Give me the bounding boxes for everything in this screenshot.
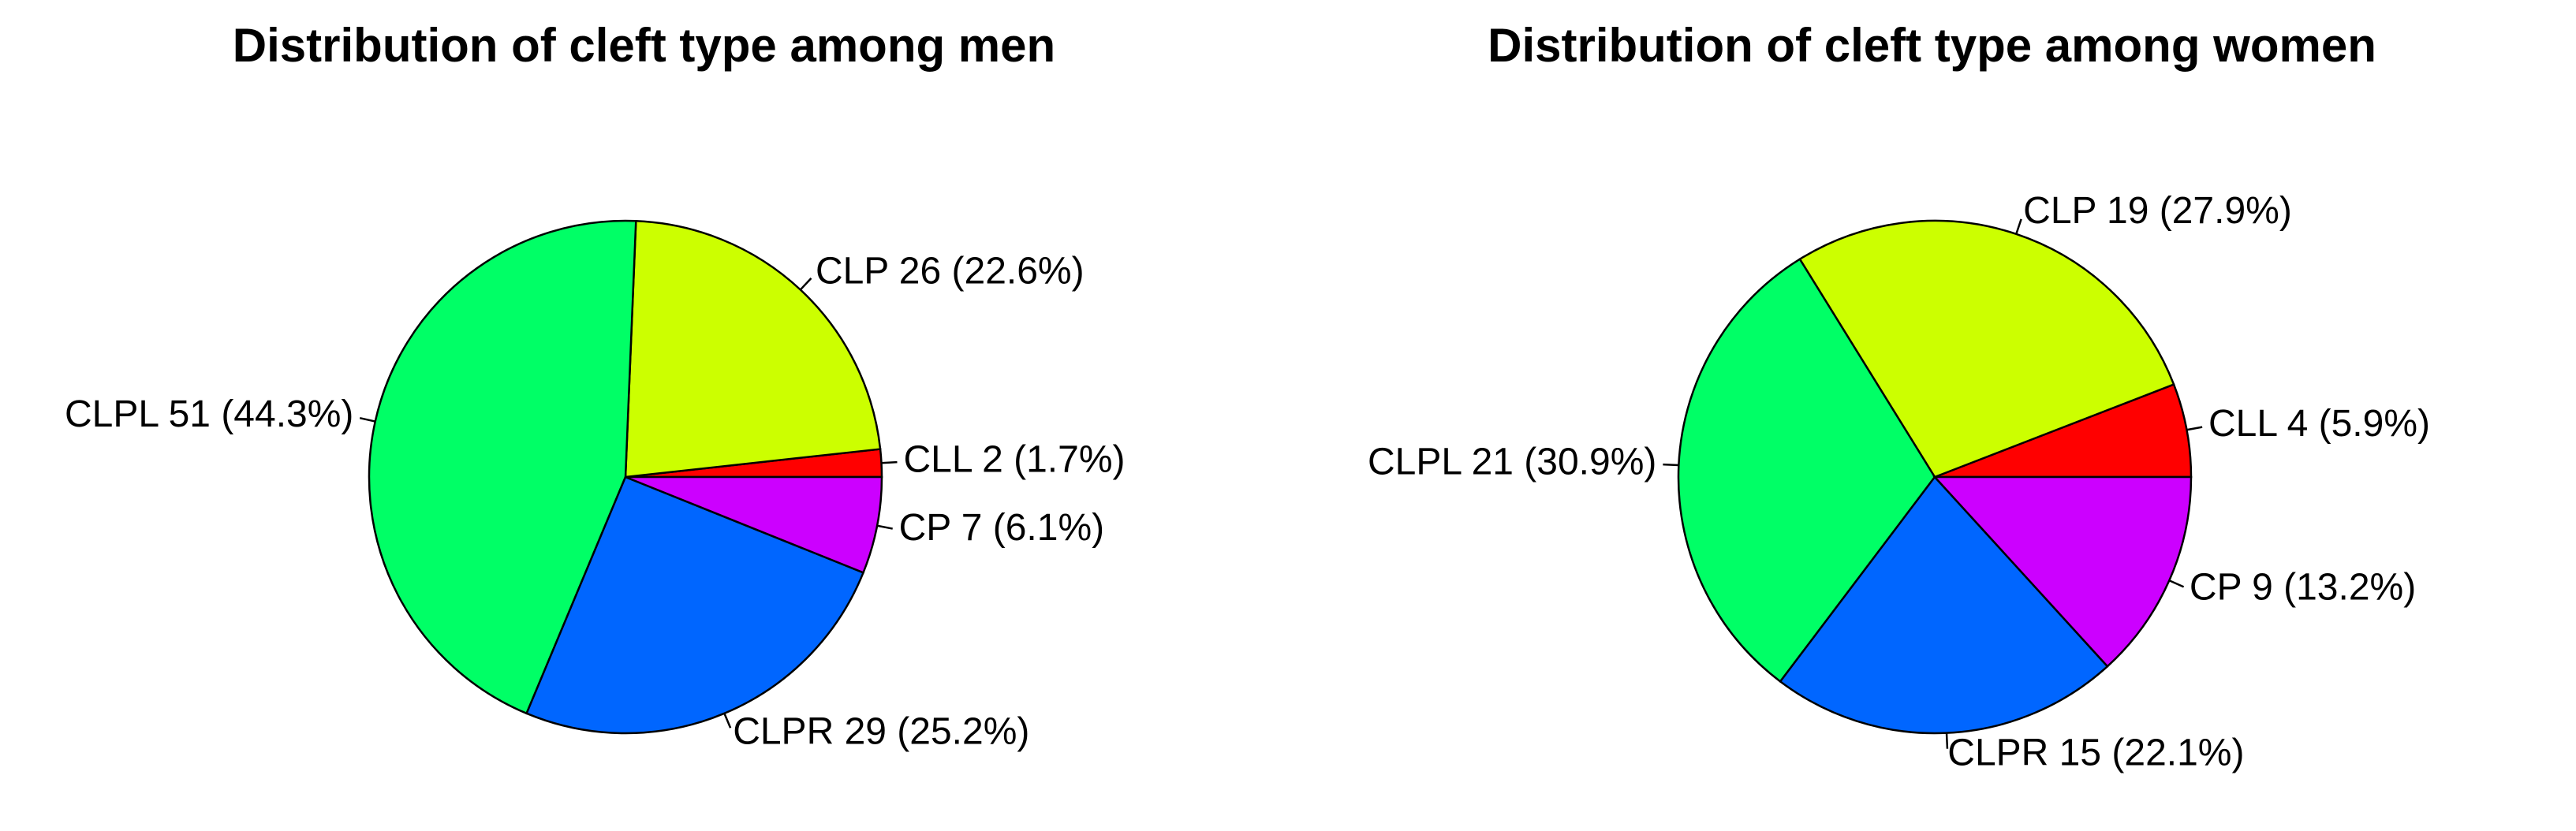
men-leader-clpl [359,416,376,423]
men-label-cp: CP 7 (6.1%) [899,507,1105,549]
women-leader-cp [2168,579,2185,588]
men-leader-clp [799,278,812,291]
women-label-clpr: CLPR 15 (22.1%) [1947,732,2244,773]
men-slice-clp [624,219,882,479]
men-slice-clpr [525,475,865,735]
men-pie-chart: Distribution of cleft type among men CLL… [65,19,1126,752]
women-slice-clpr [1779,475,2109,735]
women-label-clp: CLP 19 (27.9%) [2023,190,2292,232]
men-leader-cp [876,524,893,530]
men-leader-clpr [723,713,732,729]
men-label-clpl: CLPL 51 (44.3%) [65,393,353,435]
men-leader-cll [881,460,898,464]
women-label-cll: CLL 4 (5.9%) [2208,403,2430,445]
women-leader-cll [2186,426,2203,431]
women-label-clpl: CLPL 21 (30.9%) [1368,441,1656,483]
women-slice-cp [1932,475,2193,668]
chart-title-men: Distribution of cleft type among men [232,19,1056,72]
women-pie-chart: Distribution of cleft type among women C… [1288,0,2576,831]
men-label-clpr: CLPR 29 (25.2%) [733,710,1029,752]
men-label-cll: CLL 2 (1.7%) [903,438,1125,480]
men-slice-cp [625,475,883,574]
women-label-cp: CP 9 (13.2%) [2190,566,2416,608]
men-slice-clpl [368,219,637,715]
chart-title-women: Distribution of cleft type among women [1488,19,2376,72]
women-pie-svg: CLL 4 (5.9%) CLP 19 (27.9%) CLPL 21 (30.9%… [1368,190,2430,773]
men-label-clp: CLP 26 (22.6%) [816,251,1085,293]
women-slice-clp [1798,219,2175,479]
women-leader-clpl [1663,463,1679,467]
women-leader-clp [2015,218,2022,235]
men-pie-svg: CLL 2 (1.7%) CLP 26 (22.6%) CLPL 51 (44.3%… [65,219,1125,752]
